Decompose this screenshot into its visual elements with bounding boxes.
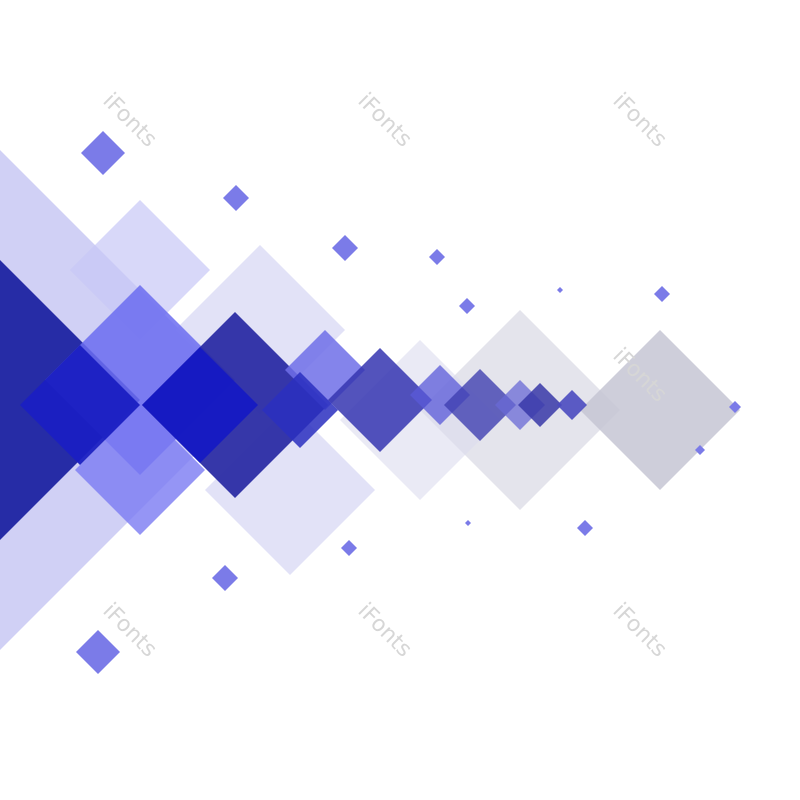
diamond	[518, 383, 562, 427]
diamond	[695, 445, 705, 455]
diamond	[557, 390, 587, 420]
diamond	[332, 235, 358, 261]
diamond	[223, 185, 249, 211]
diamond	[212, 565, 238, 591]
diamond	[70, 200, 210, 340]
diamond	[654, 286, 670, 302]
diamond	[444, 369, 516, 441]
diamond	[459, 298, 475, 314]
diamond	[328, 348, 432, 452]
diamond	[20, 345, 140, 465]
diamond	[429, 249, 445, 265]
diamond	[142, 347, 258, 463]
diamond	[81, 131, 125, 175]
diamond	[262, 372, 338, 448]
diamond	[341, 540, 357, 556]
diamond	[729, 401, 741, 413]
diamond	[577, 520, 593, 536]
diamond	[557, 287, 563, 293]
diamond	[465, 520, 471, 526]
diamond	[76, 630, 120, 674]
diamond-pattern	[0, 131, 741, 674]
